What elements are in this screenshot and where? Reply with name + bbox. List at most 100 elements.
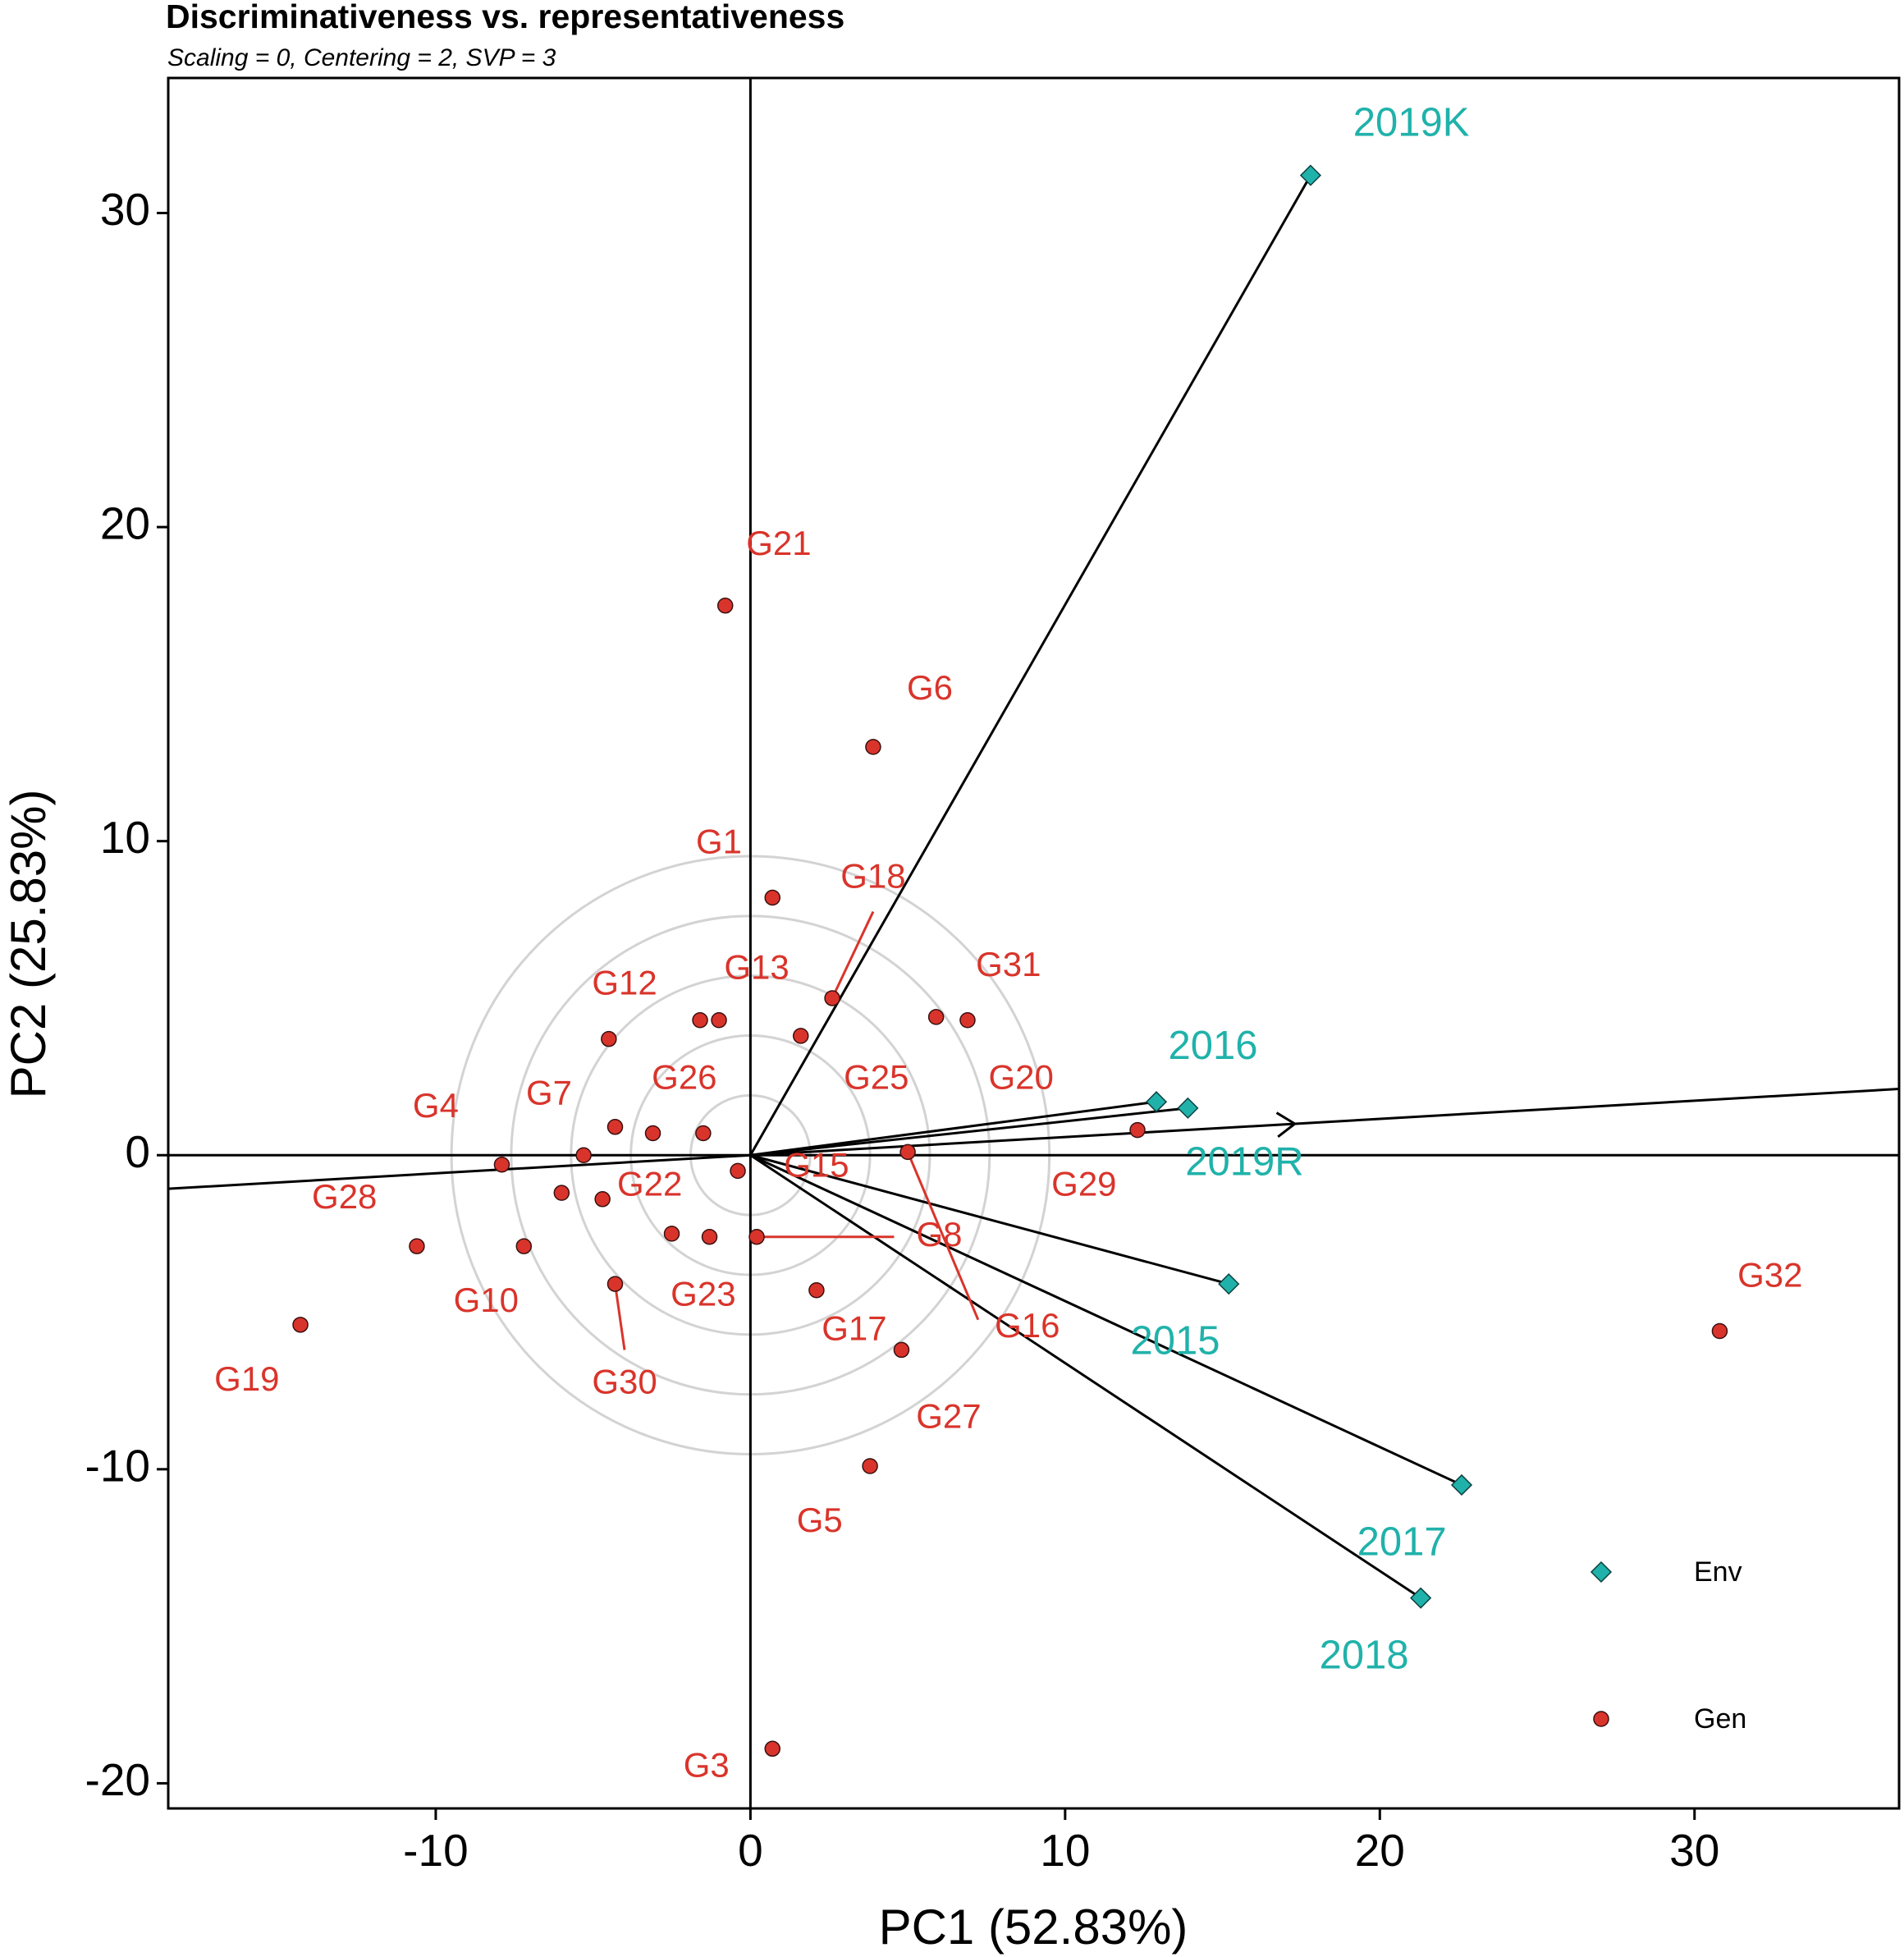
leader-G30 <box>614 1283 626 1350</box>
gen-point-G27 <box>862 1458 878 1474</box>
env-point-2019R <box>1177 1097 1199 1119</box>
env-point-2016 <box>1145 1091 1168 1113</box>
aea-arrowhead <box>1275 1111 1298 1139</box>
gen-label-G4: G4 <box>413 1086 459 1125</box>
gen-point-G18 <box>824 990 840 1006</box>
env-vector-2015 <box>750 1153 1229 1286</box>
x-tick-label: 0 <box>738 1825 763 1876</box>
origin-axes <box>168 78 1899 1808</box>
y-tick-label: 20 <box>100 498 150 549</box>
gen-point-G17 <box>893 1341 910 1359</box>
env-vector-2019R <box>750 1107 1188 1157</box>
gen-label-G23: G23 <box>671 1274 735 1313</box>
gen-point-G30 <box>606 1276 624 1292</box>
y-tick-label: 10 <box>100 812 150 863</box>
env-point-2017 <box>1450 1473 1473 1496</box>
gen-label-G18: G18 <box>840 857 905 896</box>
env-vector-2019K <box>749 174 1312 1156</box>
gen-point-G29 <box>1129 1121 1146 1139</box>
gen-point-G15 <box>730 1162 746 1180</box>
gen-label-G5: G5 <box>797 1501 843 1539</box>
gen-point-X6 <box>701 1228 718 1245</box>
gen-point-G4 <box>493 1156 510 1173</box>
x-axis-label: PC1 (52.83%) <box>879 1900 1188 1955</box>
gen-point-G23 <box>808 1281 825 1299</box>
env-label-2016: 2016 <box>1169 1024 1258 1068</box>
data-points <box>292 164 1728 1758</box>
x-tick-label: -10 <box>403 1825 469 1876</box>
gen-label-G6: G6 <box>907 668 953 707</box>
gen-point-G10 <box>515 1238 533 1254</box>
gen-point-G21 <box>716 597 734 614</box>
gen-point-X4 <box>553 1185 570 1201</box>
gen-point-G13 <box>792 1028 809 1044</box>
gen-point-G26 <box>692 1011 708 1029</box>
gen-point-G22 <box>594 1191 611 1208</box>
gen-label-G29: G29 <box>1051 1165 1116 1203</box>
average-environment-axis <box>168 1088 1899 1190</box>
gen-point-G12 <box>601 1030 617 1047</box>
x-tick-label: 20 <box>1355 1825 1405 1876</box>
gen-label-G13: G13 <box>724 948 789 987</box>
gen-label-G20: G20 <box>988 1058 1053 1097</box>
env-label-2017: 2017 <box>1357 1520 1447 1565</box>
gen-point-G28 <box>409 1238 425 1254</box>
gen-point-G6 <box>865 739 881 755</box>
gen-label-G26: G26 <box>652 1058 716 1097</box>
env-point-2018 <box>1410 1587 1432 1609</box>
x-axis-ticks: -10 0 10 20 30 <box>403 1808 1719 1876</box>
env-label-2019K: 2019K <box>1353 100 1470 144</box>
gen-label-G1: G1 <box>696 823 742 861</box>
legend-gen-label: Gen <box>1694 1703 1746 1735</box>
gen-label-G32: G32 <box>1737 1256 1802 1295</box>
gen-label-G19: G19 <box>214 1359 279 1398</box>
env-point-2019K <box>1299 164 1322 186</box>
legend-env-label: Env <box>1694 1556 1742 1588</box>
environment-vectors <box>749 174 1462 1599</box>
gen-point-G20 <box>959 1011 976 1029</box>
gen-point-G31 <box>927 1009 945 1025</box>
env-vector-2017 <box>749 1153 1462 1487</box>
legend: Env Gen <box>1590 1556 1746 1735</box>
label-leader-lines <box>614 910 980 1350</box>
gen-point-X2 <box>644 1125 661 1142</box>
gen-label-G10: G10 <box>454 1281 519 1319</box>
chart-subtitle: Scaling = 0, Centering = 2, SVP = 3 <box>167 44 556 71</box>
gen-point-X1 <box>606 1119 624 1135</box>
y-tick-label: 30 <box>100 184 150 235</box>
x-tick-label: 30 <box>1669 1825 1719 1876</box>
gen-label-G21: G21 <box>746 524 811 562</box>
gen-label-G3: G3 <box>684 1745 730 1784</box>
y-tick-label: -10 <box>85 1440 151 1491</box>
gen-label-G30: G30 <box>592 1363 657 1401</box>
gen-point-G16 <box>899 1143 916 1161</box>
point-labels: 2019K 2016 2019R 2015 2017 2018 G21 G6 G1 G18 G13 G… <box>214 100 1802 1784</box>
gen-point-G3 <box>764 1740 780 1758</box>
env-label-2015: 2015 <box>1131 1319 1220 1363</box>
env-label-2018: 2018 <box>1320 1633 1409 1677</box>
gen-point-G1 <box>764 889 780 906</box>
gen-label-G28: G28 <box>312 1177 377 1216</box>
legend-gen-marker <box>1593 1711 1609 1727</box>
y-tick-label: 0 <box>125 1126 150 1177</box>
gen-label-G16: G16 <box>995 1306 1060 1345</box>
chart-title: Discriminativeness vs. representativenes… <box>166 0 844 35</box>
y-axis-ticks: -20 -10 0 10 20 30 <box>85 184 168 1805</box>
gen-point-G25 <box>711 1011 727 1029</box>
gen-label-G31: G31 <box>976 945 1041 983</box>
gen-label-G7: G7 <box>526 1074 572 1112</box>
gen-point-X5 <box>663 1226 680 1242</box>
gen-point-G7 <box>575 1147 592 1163</box>
legend-env-marker <box>1590 1561 1613 1583</box>
y-axis-label: PC2 (25.83%) <box>1 790 56 1099</box>
gen-label-G25: G25 <box>844 1058 909 1097</box>
leader-G18 <box>831 910 875 999</box>
gen-point-G8 <box>748 1228 765 1245</box>
gen-point-G19 <box>292 1317 309 1333</box>
env-vector-2018 <box>749 1153 1421 1599</box>
plot-frame <box>167 76 1901 1810</box>
gen-label-G12: G12 <box>592 964 657 1002</box>
gen-point-G32 <box>1711 1322 1728 1340</box>
env-label-2019R: 2019R <box>1185 1140 1303 1185</box>
